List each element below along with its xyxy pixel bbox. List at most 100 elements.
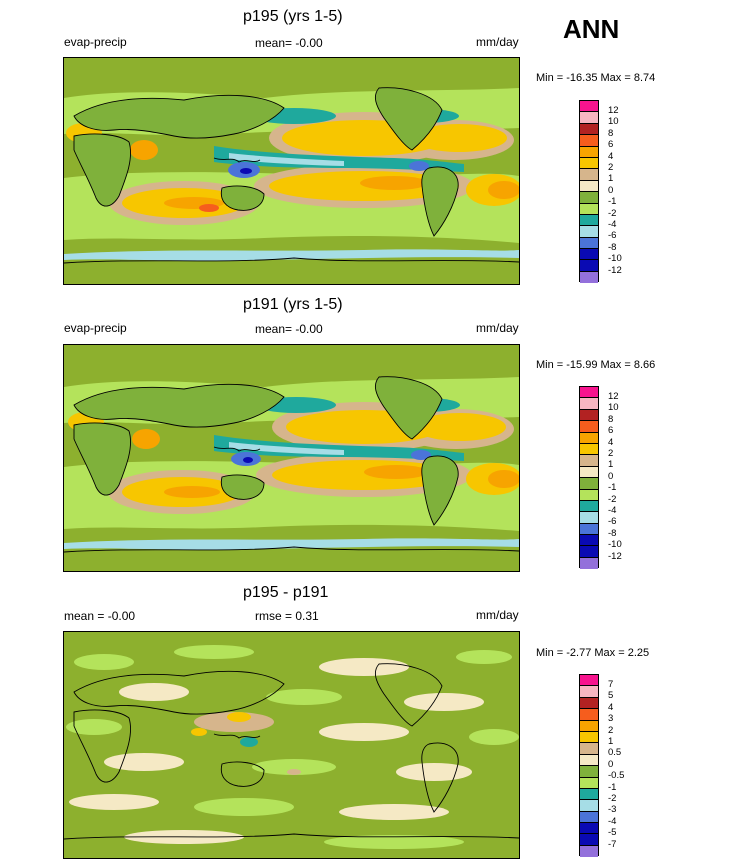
panel-2-colorbar-tick: 0 bbox=[608, 470, 614, 482]
panel-2-colorbar-box bbox=[580, 523, 598, 536]
panel-3-title: p195 - p191 bbox=[243, 584, 329, 601]
panel-3-patch bbox=[119, 683, 189, 701]
panel-3-colorbar-box bbox=[580, 800, 598, 812]
panel-3-field bbox=[64, 632, 519, 858]
panel-3-colorbar-box bbox=[580, 675, 598, 687]
panel-2-region-arabian-sea bbox=[132, 429, 160, 449]
panel-1-region-itcz bbox=[214, 146, 464, 172]
panel-1-colorbar-box bbox=[580, 192, 598, 204]
panel-3-colorbar-box bbox=[580, 777, 598, 789]
panel-1-colorbar-box bbox=[580, 135, 598, 147]
panel-2-colorbar-tick: 12 bbox=[608, 391, 619, 402]
panel-3-colorbar-tick: 5 bbox=[608, 690, 614, 702]
panel-3-colorbar-tick: -7 bbox=[608, 838, 617, 850]
panel-2-continent-africa bbox=[74, 423, 131, 496]
panel-2-region-itcz-inner bbox=[229, 442, 344, 455]
panel-1-colorbar-tick: 4 bbox=[608, 150, 614, 162]
panel-1-colorbar-box bbox=[580, 169, 598, 181]
panel-3-map bbox=[63, 631, 520, 859]
panel-3-patch bbox=[404, 693, 484, 711]
panel-3-patch bbox=[194, 712, 274, 732]
panel-3-colorbar-tick: -5 bbox=[608, 827, 617, 839]
panel-3-colorbar-box bbox=[580, 823, 598, 835]
panel-3-noise-patches bbox=[66, 645, 519, 849]
panel-2-colorbar-tick: 2 bbox=[608, 448, 614, 459]
panel-3-background bbox=[64, 632, 519, 858]
panel-1-colorbar-box bbox=[580, 271, 598, 284]
panel-3-colorbar-box bbox=[580, 743, 598, 755]
panel-1-colorbar-tick: 2 bbox=[608, 162, 614, 173]
panel-3-patch bbox=[227, 712, 251, 722]
panel-1-colorbar-box bbox=[580, 203, 598, 215]
panel-2-colorbar-box bbox=[580, 512, 598, 524]
panel-1-region-natlantic-high bbox=[411, 124, 507, 152]
panel-1-colorbar-box bbox=[580, 101, 598, 113]
panel-3-patch bbox=[319, 658, 409, 676]
panel-2-region-warm-pool-core bbox=[243, 457, 253, 463]
panel-2-field bbox=[64, 345, 519, 571]
panel-2-colorbar-tick: 4 bbox=[608, 436, 614, 448]
panel-2-colorbar-box bbox=[580, 466, 598, 479]
panel-2-colorbar-tick: 6 bbox=[608, 425, 614, 437]
panel-3-units-label: mm/day bbox=[476, 608, 519, 622]
panel-2-colorbar-box bbox=[580, 387, 598, 399]
panel-2-colorbar-tick: -8 bbox=[608, 527, 617, 539]
panel-2-colorbar-box bbox=[580, 535, 598, 547]
panel-3-colorbar-tick: -4 bbox=[608, 815, 617, 827]
panel-3-colorbar-tick: 0.5 bbox=[608, 747, 622, 759]
panel-2-region-panama bbox=[411, 450, 431, 460]
panel-1-colorbar-tick: -12 bbox=[608, 264, 622, 276]
panel-3-patch bbox=[339, 804, 449, 820]
panel-2-colorbar-tick: -10 bbox=[608, 539, 622, 551]
panel-2-continent-australia bbox=[221, 475, 264, 500]
panel-2-mean-label: mean= -0.00 bbox=[255, 322, 323, 336]
panel-2-colorbar-box bbox=[580, 443, 598, 456]
panel-3-colorbar-tick: 0 bbox=[608, 758, 614, 770]
panel-2-colorbar-box bbox=[580, 398, 598, 410]
panel-3-colorbar-box bbox=[580, 845, 598, 858]
panel-1-colorbar-tick: 6 bbox=[608, 139, 614, 151]
panel-3-patch bbox=[74, 654, 134, 670]
panel-1-mean-label: mean= -0.00 bbox=[255, 36, 323, 50]
panel-3-colorbar-box bbox=[580, 720, 598, 732]
panel-3-patch bbox=[104, 753, 184, 771]
panel-3-colorbar-box bbox=[580, 834, 598, 846]
panel-3-patch bbox=[69, 794, 159, 810]
panel-3-colorbar-box bbox=[580, 697, 598, 710]
panel-3-mean-label: mean = -0.00 bbox=[64, 609, 136, 623]
panel-3-patch bbox=[324, 835, 464, 849]
panel-1-region-panama bbox=[409, 161, 429, 171]
panel-1-region-itcz-inner bbox=[229, 153, 344, 166]
panel-2-colorbar-box bbox=[580, 432, 598, 444]
panel-3-patch bbox=[456, 650, 512, 664]
panel-1-colorbar-box bbox=[580, 226, 598, 238]
panel-3-colorbar-tick: -2 bbox=[608, 793, 617, 804]
panel-3-minmax: Min = -2.77 Max = 2.25 bbox=[536, 647, 650, 659]
panel-1-colorbar-box bbox=[580, 123, 598, 136]
panel-3-patch bbox=[319, 723, 409, 741]
panel-1-region-warm-pool-core bbox=[240, 168, 252, 174]
panel-3-patch bbox=[174, 645, 254, 659]
panel-1-colorbar-tick: -4 bbox=[608, 219, 617, 230]
panel-2-minmax: Min = -15.99 Max = 8.66 bbox=[536, 359, 656, 371]
panel-3-colorbar-tick: -0.5 bbox=[608, 770, 625, 782]
panel-2-continent-south-america bbox=[421, 455, 459, 525]
panel-1-colorbar-box bbox=[580, 157, 598, 170]
panel-1-continent-eurasia bbox=[74, 95, 284, 139]
panel-3-patch bbox=[66, 719, 122, 735]
panel-3-colorbar-tick: -1 bbox=[608, 781, 617, 793]
panel-1-region-spacific-core bbox=[360, 176, 428, 190]
panel-2-colorbar-tick: -1 bbox=[608, 482, 617, 494]
panel-1-colorbar-tick: 0 bbox=[608, 184, 614, 196]
panel-2-colorbar-tick: 1 bbox=[608, 459, 614, 471]
panel-2-region-satlantic-core bbox=[488, 470, 519, 488]
panel-1-region-arabian-sea bbox=[130, 140, 158, 160]
panel-1-field bbox=[64, 58, 519, 284]
panel-3-colorbar-tick: -3 bbox=[608, 804, 617, 816]
panel-1-colorbar-tick: -8 bbox=[608, 241, 617, 253]
panel-1-colorbar-box bbox=[580, 180, 598, 193]
panel-2-colorbar-box bbox=[580, 421, 598, 433]
panel-3-colorbar-box bbox=[580, 766, 598, 778]
panel-1-continent-africa bbox=[74, 134, 131, 207]
panel-3-colorbar-tick: 4 bbox=[608, 701, 614, 713]
